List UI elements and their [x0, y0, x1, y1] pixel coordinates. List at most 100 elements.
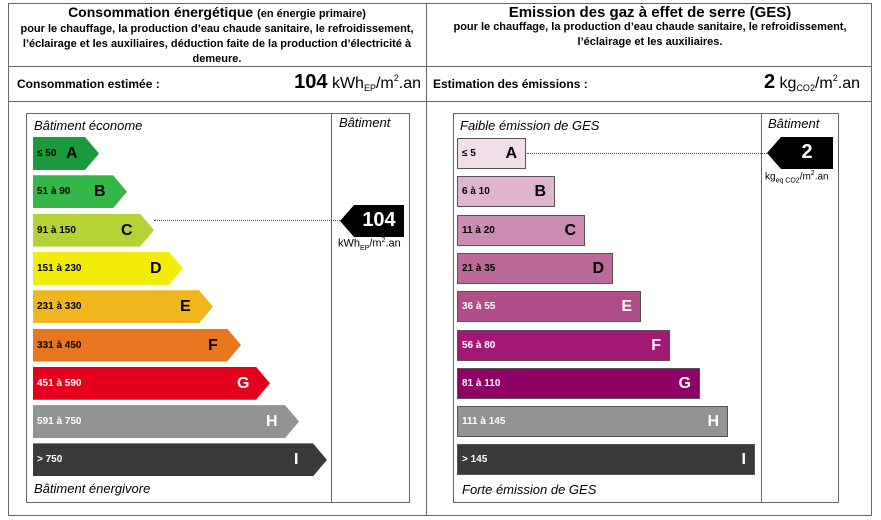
ges-class-letter: F: [651, 336, 661, 354]
ges-unit-sub: CO2: [796, 83, 815, 93]
energy-class-letter: A: [66, 145, 78, 162]
ges-unit-mid: /m: [814, 75, 833, 92]
ges-class-range: ≤ 5: [462, 148, 476, 159]
energy-class-range: 51 à 90: [37, 186, 71, 198]
ges-arrow-unit-main: kg: [765, 171, 776, 183]
energy-class-range: > 750: [37, 454, 63, 466]
energy-bottom-label: Bâtiment énergivore: [34, 481, 151, 496]
ges-class-range: 36 à 55: [462, 301, 496, 313]
energy-class-letter: H: [266, 413, 278, 431]
energy-arrow-unit-sup: 2: [381, 237, 386, 244]
energy-class-g: 451 à 590 G: [33, 366, 270, 400]
energy-pointer-line: [154, 220, 340, 221]
header-divider: [8, 66, 872, 67]
energy-class-i: > 750 I: [33, 443, 327, 477]
ges-class-letter: G: [678, 374, 691, 392]
energy-class-letter: G: [237, 374, 250, 392]
energy-class-range: 91 à 150: [37, 224, 76, 236]
ges-top-label: Faible émission de GES: [460, 118, 600, 133]
energy-class-range: ≤ 50: [37, 148, 57, 159]
energy-class-range: 451 à 590: [37, 377, 82, 389]
ges-class-c: 11 à 20 C: [457, 214, 585, 246]
ges-class-b: 6 à 10 B: [457, 176, 555, 208]
energy-arrow-unit-rest: /m: [369, 237, 382, 250]
ges-class-h: 111 à 145 H: [457, 406, 728, 438]
energy-class-f: 331 à 450 F: [33, 328, 241, 362]
energy-unit: kWh: [331, 75, 364, 92]
energy-class-h: 591 à 750 H: [33, 405, 299, 439]
ges-class-letter: H: [707, 413, 719, 431]
ges-class-g: 81 à 110 G: [457, 367, 700, 399]
energy-class-c: 91 à 150 C: [33, 213, 154, 247]
ges-class-range: 111 à 145: [462, 416, 506, 428]
energy-class-e: 231 à 330 E: [33, 290, 213, 324]
energy-class-letter: D: [150, 259, 162, 277]
ges-class-range: 6 à 10: [462, 186, 490, 198]
ges-class-e: 36 à 55 E: [457, 291, 641, 323]
ges-subtitle: pour le chauffage, la production d’eau c…: [453, 21, 847, 48]
energy-panel-divider: [331, 113, 332, 503]
ges-class-letter: A: [505, 145, 517, 162]
ges-arrow-unit: kgeq CO2/m2.an: [765, 170, 829, 184]
energy-value: 104: [294, 71, 328, 93]
energy-title: Consommation énergétique: [68, 4, 254, 20]
ges-class-letter: E: [621, 298, 632, 316]
ges-class-letter: D: [592, 259, 604, 277]
ges-class-letter: I: [741, 451, 746, 469]
ges-class-letter: C: [564, 221, 576, 239]
ges-arrow-unit-sup: 2: [810, 170, 815, 177]
energy-arrow: 104: [340, 205, 404, 237]
energy-class-letter: F: [208, 336, 218, 354]
ges-arrow-value: 2: [801, 141, 813, 163]
ges-class-range: 56 à 80: [462, 339, 496, 351]
energy-column-label: Bâtiment: [339, 115, 391, 130]
ges-arrow-unit-end: .an: [814, 171, 829, 183]
ges-bottom-label: Forte émission de GES: [462, 482, 597, 497]
ges-panel-divider: [761, 113, 762, 503]
energy-class-b: 51 à 90 B: [33, 175, 127, 209]
energy-top-label: Bâtiment économe: [34, 118, 143, 133]
energy-class-range: 591 à 750: [37, 416, 82, 428]
energy-arrow-value: 104: [362, 209, 396, 231]
ges-arrow: 2: [767, 137, 833, 169]
energy-class-range: 331 à 450: [37, 339, 82, 351]
ges-class-range: 21 à 35: [462, 262, 496, 274]
energy-title-line: Consommation énergétique (en énergie pri…: [12, 5, 422, 22]
energy-class-range: 151 à 230: [37, 262, 82, 274]
ges-title: Emission des gaz à effet de serre (GES): [508, 4, 792, 21]
energy-arrow-unit-sub: EP: [360, 244, 370, 252]
energy-unit-mid: /m: [375, 75, 394, 92]
energy-title-suffix: (en énergie primaire): [257, 8, 366, 20]
energy-unit-sub: EP: [363, 83, 376, 93]
ges-arrow-unit-rest: /m: [799, 171, 811, 183]
ges-unit-sup: 2: [832, 73, 838, 83]
energy-estimate-label: Consommation estimée :: [17, 77, 160, 91]
ges-class-d: 21 à 35 D: [457, 252, 613, 284]
ges-class-i: > 145 I: [457, 444, 755, 476]
ges-class-range: > 145: [462, 454, 488, 466]
energy-unit-end: .an: [398, 75, 421, 92]
ges-unit-end: .an: [837, 75, 860, 92]
estimate-divider: [8, 101, 872, 102]
energy-arrow-unit: kWhEP/m2.an: [338, 237, 401, 252]
energy-subtitle: pour le chauffage, la production d’eau c…: [20, 23, 414, 65]
ges-class-a: ≤ 5 A: [457, 138, 526, 169]
energy-unit-sup: 2: [393, 73, 399, 83]
ges-panel: [453, 113, 839, 503]
ges-class-range: 81 à 110: [462, 377, 501, 389]
ges-estimate-label: Estimation des émissions :: [433, 77, 588, 91]
ges-unit: kg: [779, 75, 797, 92]
ges-header: Emission des gaz à effet de serre (GES) …: [434, 5, 866, 50]
energy-header: Consommation énergétique (en énergie pri…: [12, 5, 422, 67]
energy-panel: [26, 113, 410, 503]
ges-pointer-line: [527, 153, 767, 154]
ges-value: 2: [763, 71, 776, 93]
energy-class-a: ≤ 50 A: [33, 137, 99, 170]
energy-class-range: 231 à 330: [37, 301, 82, 313]
ges-class-f: 56 à 80 F: [457, 329, 670, 361]
energy-arrow-unit-main: kWh: [338, 237, 360, 250]
ges-class-letter: B: [534, 183, 546, 201]
ges-class-range: 11 à 20: [462, 224, 495, 236]
energy-class-letter: E: [180, 298, 191, 316]
